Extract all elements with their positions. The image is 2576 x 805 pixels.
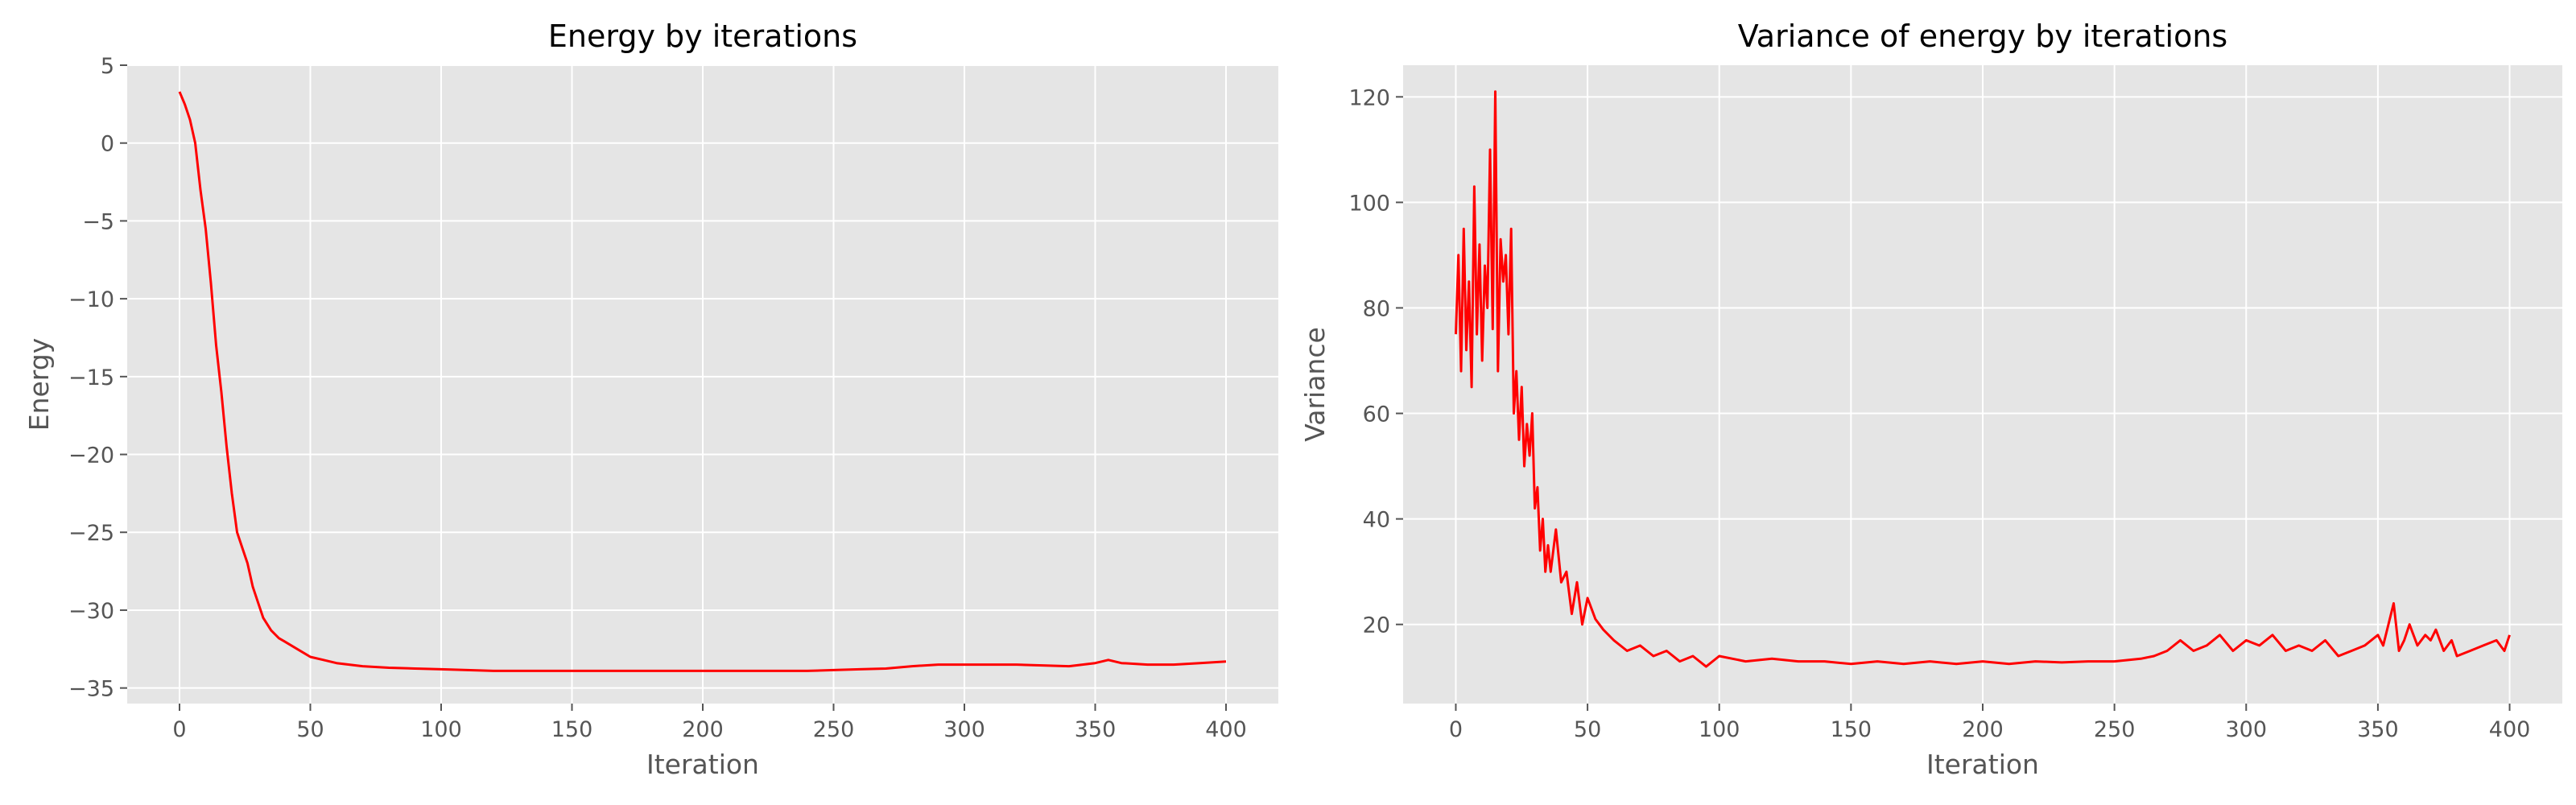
variance-chart: 0 50 100 150 200 250 300 350 400 120 100 80 60 40 20 V…	[1299, 19, 2562, 780]
energy-x-axis-label: Iteration	[646, 749, 759, 780]
variance-x-tick-label: 100	[1699, 717, 1740, 742]
variance-x-tick-label: 50	[1574, 717, 1601, 742]
energy-y-tick-label: −10	[68, 287, 114, 312]
energy-ticks: 0 50 100 150 200 250 300 350 40050−5−10−15−20−25…	[68, 54, 1247, 742]
energy-y-tick-label: 0	[101, 132, 114, 157]
variance-y-tick-label: 20	[1363, 613, 1390, 638]
variance-grid	[1403, 65, 2562, 704]
energy-x-tick-label: 400	[1205, 717, 1247, 742]
energy-x-tick-label: 300	[943, 717, 985, 742]
energy-y-tick-label: −20	[68, 444, 114, 469]
variance-x-tick-label: 150	[1831, 717, 1872, 742]
energy-x-tick-label: 200	[682, 717, 724, 742]
variance-series-line	[1455, 90, 2511, 668]
energy-x-tick-label: 50	[296, 717, 324, 742]
variance-y-tick-label: 40	[1363, 508, 1390, 533]
energy-series-line	[178, 91, 1227, 672]
energy-x-tick-label: 350	[1075, 717, 1117, 742]
variance-y-axis-label: Variance	[1299, 327, 1331, 442]
variance-series	[1455, 90, 2511, 668]
variance-y-tick-label: 80	[1363, 296, 1390, 321]
energy-x-tick-label: 150	[551, 717, 593, 742]
energy-x-tick-label: 250	[813, 717, 855, 742]
variance-x-tick-label: 0	[1449, 717, 1463, 742]
energy-y-tick-label: −30	[68, 599, 114, 624]
energy-chart-title: Energy by iterations	[548, 19, 857, 54]
variance-x-tick-label: 350	[2357, 717, 2399, 742]
energy-y-tick-label: −5	[82, 209, 114, 234]
variance-y-tick-label: 120	[1348, 85, 1390, 110]
variance-x-tick-label: 300	[2225, 717, 2267, 742]
variance-x-axis-label: Iteration	[1926, 749, 2039, 780]
energy-grid	[127, 64, 1278, 704]
variance-x-tick-label: 250	[2094, 717, 2136, 742]
energy-y-tick-label: −15	[68, 365, 114, 390]
energy-y-tick-label: −25	[68, 521, 114, 546]
energy-y-axis-label: Energy	[23, 338, 55, 431]
energy-y-tick-label: 5	[101, 54, 114, 79]
energy-x-tick-label: 0	[172, 717, 186, 742]
variance-x-tick-label: 200	[1962, 717, 2004, 742]
variance-chart-title: Variance of energy by iterations	[1738, 19, 2227, 54]
variance-x-tick-label: 400	[2489, 717, 2531, 742]
energy-x-tick-label: 100	[420, 717, 462, 742]
variance-ticks: 0 50 100 150 200 250 300 350 400 120 100 80 60 40 20	[1348, 85, 2530, 742]
energy-series	[178, 91, 1227, 672]
energy-y-tick-label: −35	[68, 677, 114, 702]
variance-y-tick-label: 100	[1348, 191, 1390, 216]
variance-y-tick-label: 60	[1363, 402, 1390, 427]
energy-chart: 0 50 100 150 200 250 300 350 40050−5−10−15−20−25…	[23, 19, 1278, 780]
